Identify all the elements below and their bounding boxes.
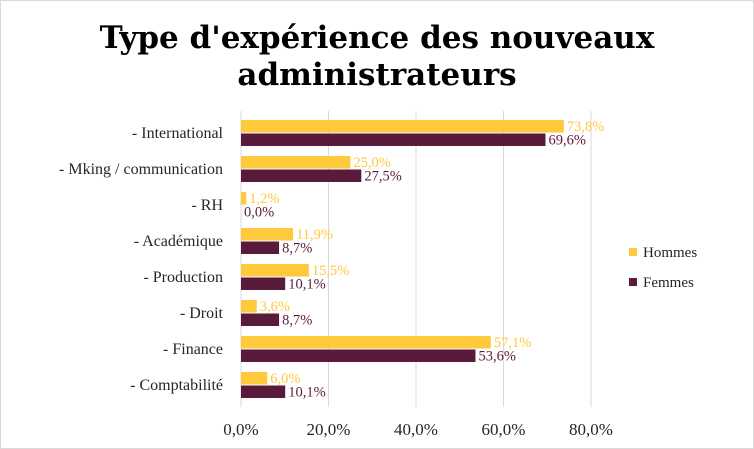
category-label-comptabilite: - Comptabilité <box>130 377 223 394</box>
bar-hommes-comptabilite <box>241 372 268 385</box>
data-label-hommes: 11,9% <box>296 227 333 243</box>
bar-femmes-academique <box>241 241 280 254</box>
data-label-hommes: 1,2% <box>249 191 279 207</box>
bar-femmes-international <box>241 133 546 146</box>
bar-hommes-academique <box>241 228 294 241</box>
bar-hommes-finance <box>241 336 491 349</box>
category-label-international: - International <box>132 125 224 142</box>
data-label-femmes: 27,5% <box>364 169 401 185</box>
bar-hommes-rh <box>241 192 247 205</box>
category-label-mking-communication: - Mking / communication <box>59 161 223 178</box>
data-label-femmes: 69,6% <box>549 133 586 149</box>
data-label-femmes: 8,7% <box>282 241 312 257</box>
x-tick-label: 80,0% <box>569 420 613 439</box>
category-label-finance: - Finance <box>163 341 223 358</box>
data-label-hommes: 57,1% <box>494 335 531 351</box>
chart-title-line-2: administrateurs <box>237 57 516 93</box>
gridlines <box>240 111 592 407</box>
category-label-academique: - Académique <box>134 233 223 250</box>
data-label-hommes: 6,0% <box>270 371 300 387</box>
bar-femmes-finance <box>241 349 476 362</box>
bar-femmes-droit <box>241 313 280 326</box>
category-labels: - International - Mking / communication - … <box>59 125 224 394</box>
bar-hommes-international <box>241 120 564 133</box>
category-label-droit: - Droit <box>180 305 224 322</box>
x-tick-label: 60,0% <box>482 420 526 439</box>
data-label-femmes: 10,1% <box>288 277 325 293</box>
chart-title-line-1: Type d'expérience des nouveaux <box>100 20 655 56</box>
legend-swatch-hommes <box>629 248 637 256</box>
x-tick-label: 40,0% <box>394 420 438 439</box>
data-label-hommes: 25,0% <box>353 155 390 171</box>
category-label-rh: - RH <box>191 197 223 214</box>
bar-hommes-droit <box>241 300 257 313</box>
category-label-production: - Production <box>143 269 223 286</box>
bar-femmes-comptabilite <box>241 385 286 398</box>
data-label-femmes: 53,6% <box>479 349 516 365</box>
bar-femmes-mking-communication <box>241 169 362 182</box>
bar-hommes-production <box>241 264 309 277</box>
legend-swatch-femmes <box>629 278 637 286</box>
legend: Hommes Femmes <box>629 245 697 291</box>
legend-label-hommes: Hommes <box>643 245 697 261</box>
data-label-femmes: 0,0% <box>244 205 274 221</box>
legend-label-femmes: Femmes <box>643 275 694 291</box>
x-tick-label: 20,0% <box>307 420 351 439</box>
x-axis-ticks: 0,0% 20,0% 40,0% 60,0% 80,0% <box>223 420 613 439</box>
bars <box>241 120 564 398</box>
bar-hommes-mking-communication <box>241 156 351 169</box>
data-label-femmes: 8,7% <box>282 313 312 329</box>
data-label-hommes: 15,5% <box>312 263 349 279</box>
data-label-hommes: 3,6% <box>260 299 290 315</box>
data-label-femmes: 10,1% <box>288 385 325 401</box>
x-tick-label: 0,0% <box>223 420 258 439</box>
data-label-hommes: 73,8% <box>567 119 604 135</box>
data-labels: 73,8%69,6%25,0%27,5%1,2%0,0%11,9%8,7%15,… <box>244 119 604 401</box>
bar-femmes-production <box>241 277 286 290</box>
